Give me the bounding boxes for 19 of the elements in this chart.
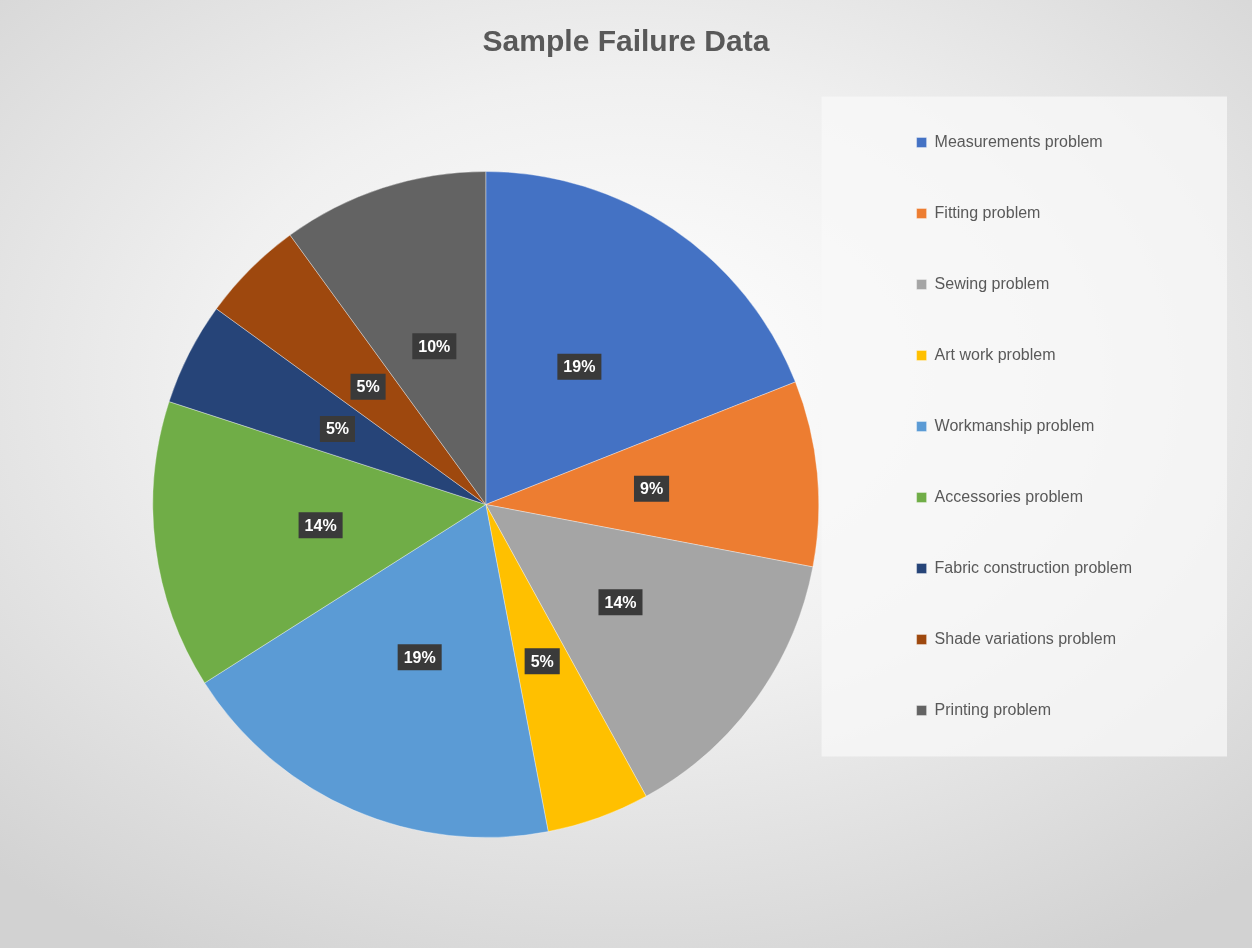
legend-label: Measurements problem	[934, 132, 1103, 150]
data-label: 5%	[530, 652, 554, 670]
legend-label: Accessories problem	[934, 487, 1084, 505]
data-label: 19%	[563, 358, 596, 376]
data-label: 9%	[639, 480, 664, 498]
data-label: 14%	[304, 516, 337, 534]
data-label: 5%	[325, 420, 349, 438]
data-label: 5%	[356, 378, 380, 396]
legend-label: Sewing problem	[934, 274, 1050, 292]
chart-title: Sample Failure Data	[482, 24, 770, 58]
legend-label: Workmanship problem	[934, 416, 1095, 434]
data-label: 14%	[604, 593, 637, 611]
legend-label: Shade variations problem	[934, 629, 1117, 647]
legend-label: Fitting problem	[934, 203, 1041, 221]
data-label: 10%	[418, 337, 451, 355]
legend-label: Art work problem	[934, 345, 1056, 363]
legend-label: Fabric construction problem	[934, 558, 1133, 576]
legend-label: Printing problem	[934, 700, 1052, 718]
data-label: 19%	[403, 648, 436, 666]
